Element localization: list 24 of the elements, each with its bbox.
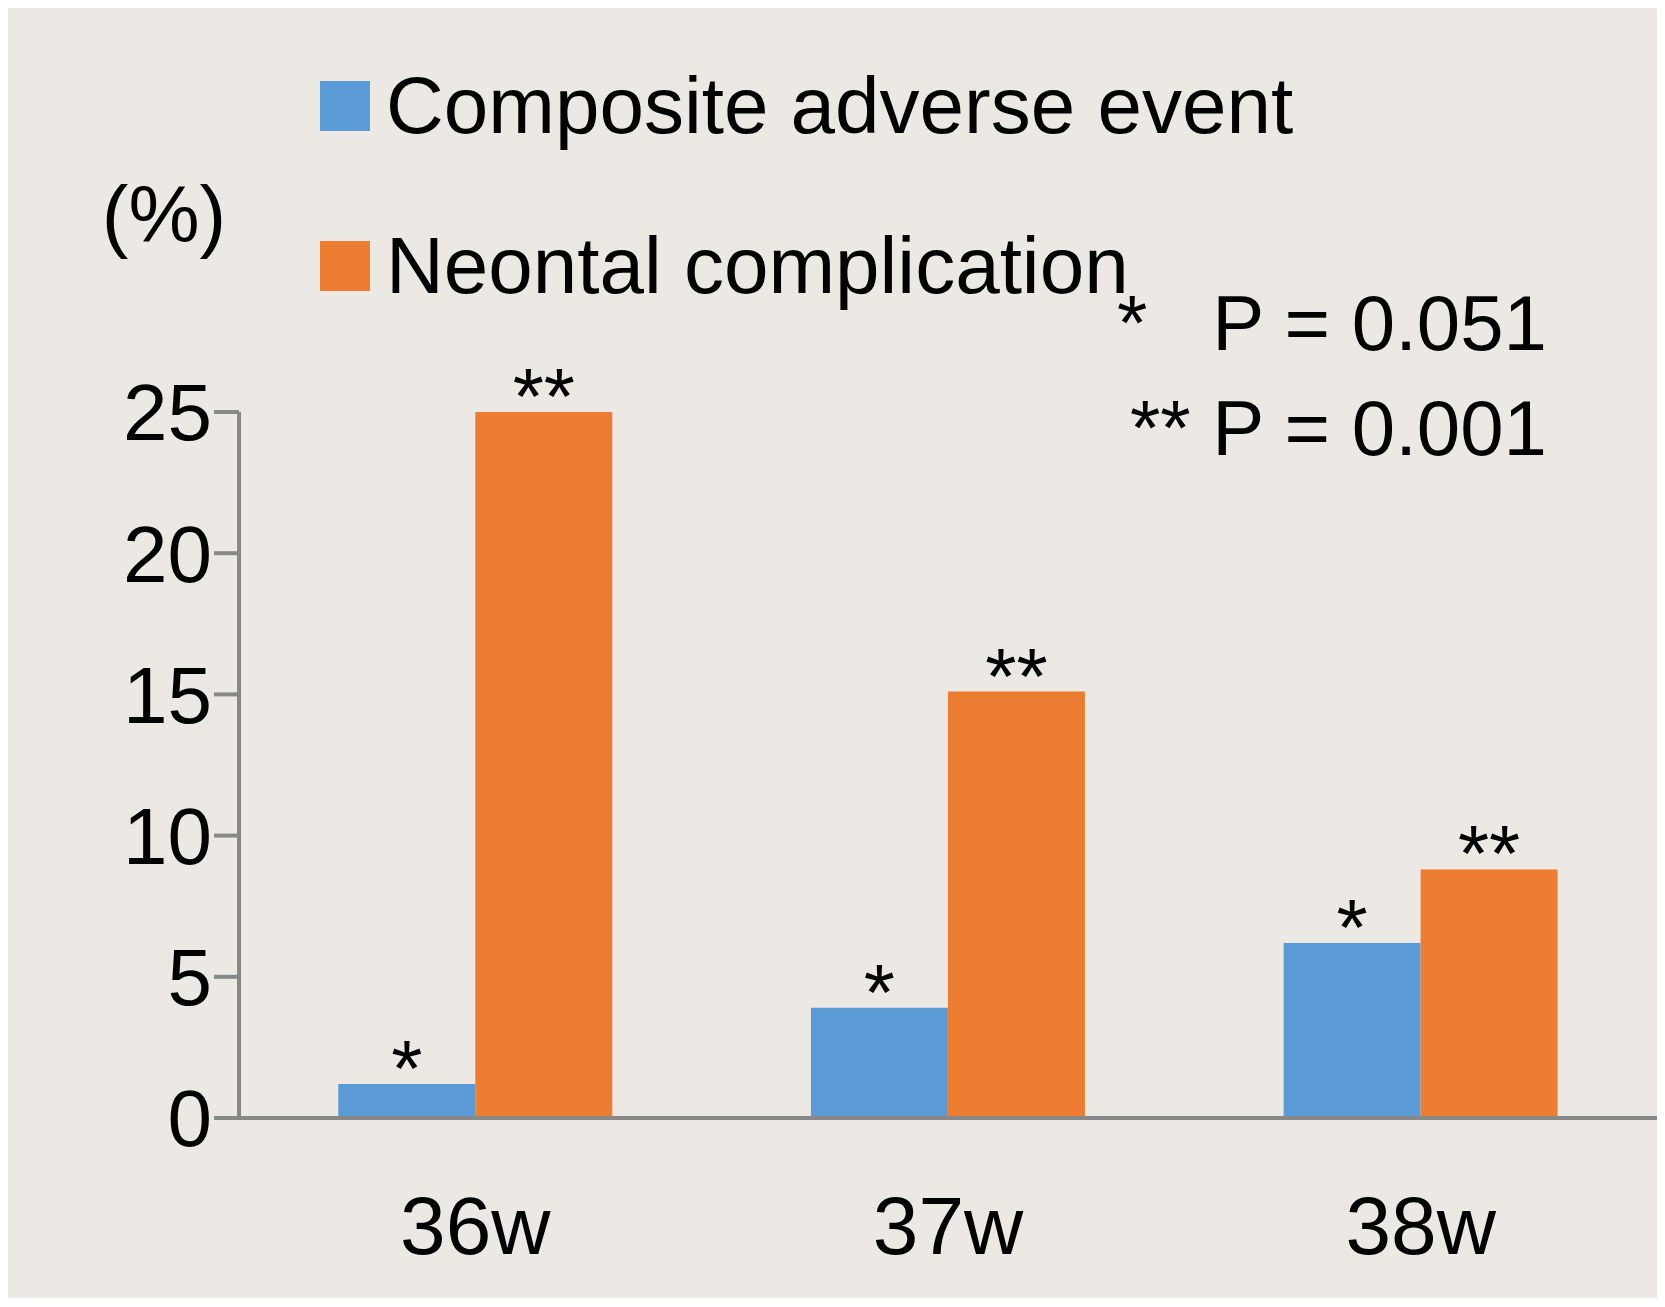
- x-tick-label: 38w: [1345, 1180, 1497, 1272]
- bar: [810, 1007, 948, 1118]
- y-tick-label: 10: [123, 792, 212, 881]
- annotation: **: [985, 631, 1048, 721]
- y-tick-label: 25: [123, 368, 212, 458]
- bar: [475, 412, 613, 1118]
- y-tick-label: 15: [123, 650, 212, 740]
- x-tick-label: 37w: [872, 1180, 1024, 1272]
- y-tick-label: 20: [123, 509, 212, 599]
- y-tick-label: 0: [167, 1074, 212, 1164]
- y-axis-title: (%): [101, 170, 227, 259]
- annotation: *: [391, 1024, 423, 1114]
- x-tick-label: 36w: [400, 1180, 552, 1272]
- annotation: ** P = 0.001: [1129, 383, 1547, 474]
- annotation: **: [512, 352, 575, 441]
- bar: [1283, 942, 1421, 1118]
- annotation: *: [863, 947, 895, 1037]
- annotation: *: [1336, 882, 1368, 972]
- y-tick-label: 5: [167, 933, 212, 1023]
- annotation: **: [1457, 809, 1521, 899]
- legend-label: Composite adverse event: [386, 60, 1294, 152]
- bar: [338, 1084, 476, 1118]
- bar: [1420, 869, 1558, 1118]
- bar: [947, 691, 1085, 1118]
